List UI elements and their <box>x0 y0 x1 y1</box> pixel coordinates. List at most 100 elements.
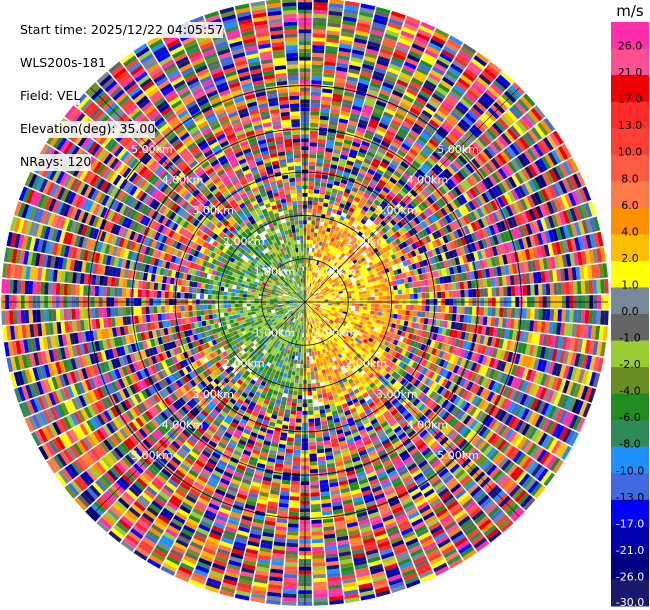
velocity-gate <box>539 139 551 153</box>
velocity-gate <box>469 174 479 185</box>
velocity-gate <box>407 276 413 283</box>
velocity-gate <box>314 293 319 296</box>
velocity-gate <box>308 185 314 190</box>
velocity-gate <box>370 265 376 270</box>
velocity-gate <box>370 307 375 311</box>
velocity-gate <box>395 45 409 54</box>
velocity-gate <box>311 224 315 229</box>
velocity-gate <box>511 104 524 117</box>
velocity-gate <box>338 289 343 292</box>
velocity-gate <box>307 282 310 287</box>
velocity-gate <box>338 250 343 256</box>
velocity-gate <box>311 284 314 288</box>
velocity-gate <box>331 283 336 288</box>
velocity-gate <box>464 202 473 213</box>
velocity-gate <box>355 279 360 284</box>
velocity-gate <box>363 297 368 301</box>
velocity-gate <box>319 123 328 129</box>
velocity-gate <box>315 217 321 222</box>
velocity-gate <box>309 267 312 272</box>
velocity-gate <box>353 137 362 144</box>
velocity-gate <box>343 296 348 299</box>
velocity-gate <box>286 445 294 450</box>
velocity-gate <box>344 4 359 11</box>
velocity-gate <box>526 284 531 296</box>
velocity-gate <box>431 116 443 126</box>
velocity-gate <box>361 67 373 74</box>
velocity-gate <box>317 142 326 148</box>
velocity-gate <box>357 172 365 179</box>
velocity-gate <box>448 306 453 314</box>
velocity-gate <box>439 52 453 63</box>
velocity-gate <box>314 371 319 376</box>
velocity-gate <box>325 143 334 149</box>
velocity-gate <box>321 277 326 282</box>
velocity-gate <box>363 55 377 63</box>
velocity-gate <box>365 172 374 179</box>
velocity-gate <box>308 302 313 304</box>
velocity-gate <box>327 223 333 229</box>
velocity-gate <box>354 158 363 166</box>
velocity-gate <box>367 303 372 307</box>
velocity-gate <box>536 246 543 259</box>
velocity-gate <box>403 216 410 224</box>
velocity-gate <box>483 204 492 215</box>
velocity-gate <box>518 117 531 131</box>
velocity-gate <box>560 268 566 282</box>
velocity-gate <box>329 287 334 291</box>
velocity-gate <box>312 299 317 301</box>
velocity-gate <box>331 293 336 296</box>
velocity-gate <box>472 185 481 196</box>
velocity-gate <box>468 61 483 73</box>
velocity-gate <box>371 222 378 229</box>
velocity-gate <box>446 275 452 283</box>
velocity-gate <box>399 146 409 154</box>
velocity-gate <box>331 255 336 261</box>
velocity-gate <box>347 303 352 306</box>
velocity-gate <box>492 267 499 277</box>
velocity-gate <box>447 259 453 268</box>
velocity-gate <box>375 251 382 257</box>
velocity-gate <box>571 190 581 206</box>
velocity-gate <box>372 21 387 30</box>
velocity-gate <box>514 172 524 185</box>
velocity-gate <box>551 167 562 181</box>
velocity-gate <box>316 300 321 302</box>
velocity-gate <box>514 156 524 170</box>
velocity-gate <box>404 169 414 178</box>
velocity-gate <box>479 259 485 269</box>
velocity-gate <box>321 174 329 180</box>
velocity-gate <box>311 247 315 253</box>
velocity-gate <box>305 286 307 291</box>
velocity-gate <box>343 266 349 272</box>
velocity-gate <box>382 304 387 309</box>
velocity-gate <box>467 109 479 121</box>
velocity-gate <box>318 274 322 279</box>
velocity-gate <box>357 151 366 158</box>
velocity-gate <box>498 255 505 266</box>
velocity-gate <box>353 209 360 216</box>
velocity-gate <box>305 274 308 279</box>
velocity-gate <box>464 68 478 79</box>
velocity-gate <box>307 282 309 287</box>
velocity-gate <box>424 227 432 235</box>
velocity-gate <box>364 175 372 182</box>
velocity-gate <box>423 106 435 116</box>
velocity-gate <box>424 160 434 169</box>
velocity-gate <box>324 251 329 257</box>
velocity-gate <box>356 155 365 162</box>
velocity-gate <box>475 183 485 194</box>
velocity-gate <box>510 307 516 318</box>
velocity-gate <box>372 281 377 286</box>
velocity-gate <box>569 157 579 173</box>
velocity-gate <box>454 124 466 135</box>
velocity-gate <box>389 177 398 185</box>
velocity-gate <box>322 226 327 231</box>
velocity-gate <box>420 311 426 318</box>
velocity-gate <box>569 253 576 267</box>
velocity-gate <box>582 186 592 202</box>
velocity-gate <box>308 340 311 345</box>
velocity-gate <box>308 177 315 182</box>
velocity-gate <box>391 173 400 182</box>
velocity-gate <box>450 274 456 283</box>
